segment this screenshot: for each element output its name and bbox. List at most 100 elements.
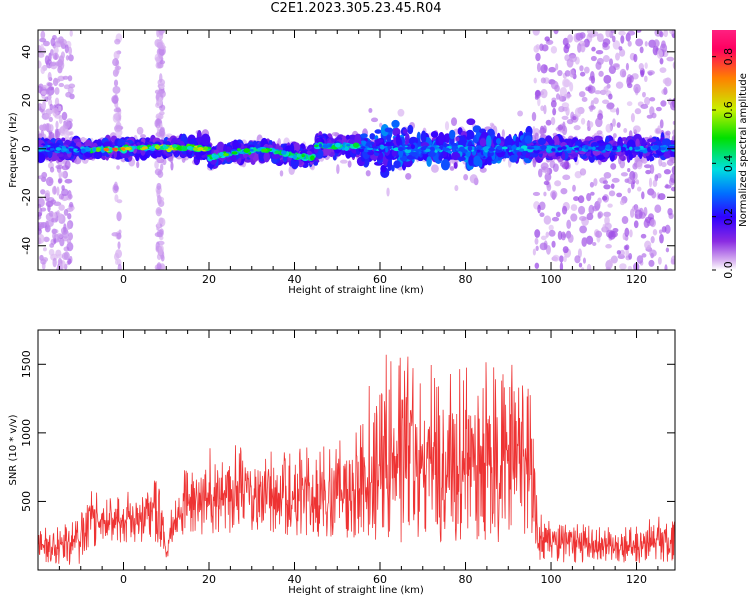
noise-blob — [665, 130, 671, 136]
noise-blob — [590, 191, 595, 196]
noise-blob — [665, 247, 670, 253]
band-blob — [509, 154, 518, 163]
noise-blob — [663, 86, 668, 95]
noise-blob — [140, 134, 147, 139]
noise-blob — [52, 212, 57, 220]
noise-blob — [660, 100, 667, 107]
noise-blob — [112, 113, 119, 123]
core-blob — [420, 146, 427, 151]
noise-blob — [61, 111, 68, 121]
noise-blob — [562, 78, 570, 88]
core-blob — [158, 147, 165, 150]
band-blob — [420, 130, 427, 144]
noise-blob — [543, 180, 550, 186]
noise-blob — [560, 187, 568, 195]
band-blob — [61, 137, 66, 142]
band-blob — [453, 161, 458, 169]
core-blob — [578, 147, 582, 151]
peak-blob — [111, 147, 118, 151]
snr-frame — [37, 329, 676, 571]
core-blob — [92, 147, 97, 152]
noise-blob — [619, 48, 626, 57]
noise-blob — [602, 180, 609, 185]
noise-blob — [158, 246, 163, 256]
noise-blob — [635, 38, 644, 47]
noise-blob — [567, 233, 574, 243]
noise-blob — [621, 216, 629, 225]
noise-blob — [616, 122, 621, 128]
noise-blob — [664, 184, 672, 189]
noise-blob — [551, 216, 560, 222]
noise-blob — [629, 75, 634, 83]
band-blob — [404, 133, 410, 145]
core-blob — [192, 147, 199, 151]
noise-blob — [38, 203, 42, 209]
core-blob — [532, 145, 540, 151]
noise-blob — [48, 124, 54, 132]
noise-blob — [572, 115, 577, 121]
noise-blob — [567, 34, 573, 43]
x-tick-label: 60 — [373, 273, 387, 286]
core-blob — [358, 147, 365, 153]
noise-blob — [548, 229, 556, 237]
noise-blob — [627, 168, 631, 173]
noise-blob — [47, 71, 52, 81]
noise-blob — [605, 123, 612, 133]
noise-blob — [534, 229, 541, 238]
core-blob — [366, 147, 374, 151]
noise-blob — [659, 31, 664, 38]
x-tick-label: 20 — [202, 573, 216, 586]
noise-blob — [56, 233, 64, 238]
noise-blob — [537, 204, 541, 214]
band-blob — [332, 154, 337, 161]
noise-blob — [44, 55, 50, 65]
snr-ylabel: SNR (10 * v/v) — [8, 414, 19, 485]
noise-blob — [544, 172, 552, 182]
noise-blob — [672, 129, 675, 136]
noise-blob — [619, 68, 627, 78]
noise-blob — [116, 165, 120, 170]
noise-blob — [469, 174, 478, 184]
noise-blob — [638, 63, 644, 71]
noise-blob — [368, 108, 373, 113]
noise-blob — [54, 87, 60, 95]
noise-blob — [602, 55, 610, 63]
noise-blob — [607, 258, 614, 268]
core-blob — [292, 154, 298, 160]
noise-blob — [159, 111, 165, 116]
noise-blob — [661, 161, 667, 168]
noise-blob — [58, 177, 63, 184]
noise-blob — [579, 168, 587, 176]
colorbar-tick-label: 0.0 — [722, 261, 735, 279]
noise-blob — [44, 96, 49, 103]
noise-blob — [635, 179, 640, 185]
noise-blob — [640, 233, 647, 239]
noise-blob — [158, 96, 163, 107]
noise-blob — [365, 170, 371, 177]
peak-blob — [141, 146, 148, 150]
noise-blob — [444, 121, 450, 131]
noise-blob — [69, 131, 74, 136]
core-blob — [496, 145, 504, 150]
noise-blob — [662, 78, 670, 85]
noise-blob — [114, 38, 121, 45]
noise-blob — [58, 169, 62, 180]
noise-blob — [550, 46, 558, 54]
core-blob — [451, 145, 459, 150]
core-blob — [406, 146, 411, 150]
noise-blob — [543, 191, 547, 197]
noise-blob — [550, 116, 556, 126]
noise-blob — [537, 97, 541, 107]
noise-blob — [586, 212, 594, 221]
core-blob — [385, 147, 389, 153]
noise-blob — [586, 30, 594, 35]
noise-blob — [156, 182, 162, 190]
noise-blob — [55, 164, 64, 170]
noise-blob — [156, 125, 160, 132]
noise-blob — [535, 52, 541, 62]
core-blob — [109, 147, 113, 153]
core-blob — [557, 147, 563, 151]
noise-blob — [557, 230, 563, 241]
noise-blob — [605, 244, 612, 249]
noise-blob — [580, 43, 586, 53]
